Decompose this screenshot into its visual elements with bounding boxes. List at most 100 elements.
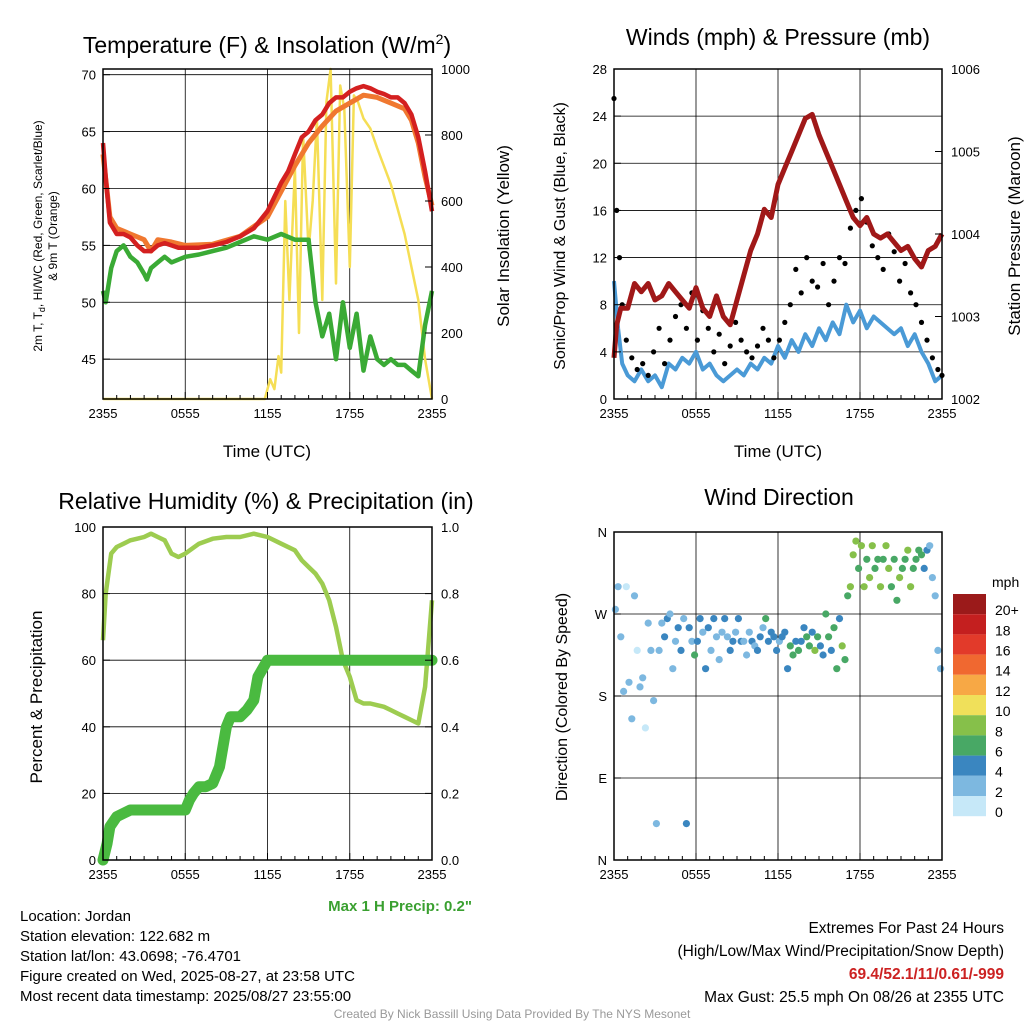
direction-point: [633, 646, 641, 655]
temperature-ytick-right-label: 600: [441, 194, 463, 209]
winds-gust-point: [913, 302, 919, 308]
winds-gust-point: [880, 266, 886, 272]
direction-point: [849, 551, 857, 559]
winds-xtick-label: 2355: [928, 406, 957, 421]
direction-title: Wind Direction: [704, 484, 854, 510]
winds-ylabel-right: Station Pressure (Maroon): [1005, 136, 1024, 335]
humidity-ytick-label: 100: [74, 520, 96, 535]
humidity-ytick-label: 0: [89, 853, 96, 868]
direction-xtick-label: 0555: [682, 867, 711, 882]
winds-gust-point: [705, 325, 711, 331]
winds-gust-point: [683, 325, 690, 331]
winds-gust-point: [804, 255, 810, 261]
extremes-heading: Extremes For Past 24 Hours: [808, 920, 1004, 937]
direction-point: [639, 674, 647, 682]
winds-gust-point: [858, 196, 865, 202]
humidity-ytick-right-label: 1.0: [441, 520, 459, 535]
direction-point: [827, 646, 835, 655]
winds-gust-point: [754, 343, 761, 349]
direction-point: [712, 633, 721, 641]
direction-ytick-label: N: [598, 525, 607, 540]
direction-point: [814, 633, 822, 641]
humidity-ytick-right-label: 0.6: [441, 653, 459, 668]
humidity-ytick-right-label: 0.2: [441, 786, 459, 801]
direction-point: [819, 651, 827, 659]
legend-swatch: [953, 796, 986, 817]
direction-point: [835, 615, 844, 623]
direction-point: [677, 646, 685, 655]
direction-ytick-label: E: [598, 771, 607, 786]
direction-point: [693, 637, 702, 645]
legend-swatch: [953, 674, 986, 695]
legend-swatch: [953, 594, 986, 615]
direction-point: [628, 715, 636, 723]
extremes-subheading: (High/Low/Max Wind/Precipitation/Snow De…: [677, 943, 1005, 960]
humidity-series-precip: [97, 654, 438, 866]
direction-point: [726, 646, 734, 655]
direction-point: [734, 615, 743, 623]
winds-gust-point: [727, 343, 733, 349]
humidity-xtick-label: 1755: [335, 867, 364, 882]
direction-point: [669, 665, 677, 673]
direction-point: [789, 651, 797, 659]
direction-point: [931, 592, 939, 600]
direction-point: [641, 724, 650, 732]
direction-point: [920, 564, 928, 573]
max-gust: Max Gust: 25.5 mph On 08/26 at 2355 UTC: [704, 989, 1004, 1006]
temperature-ytick-right-label: 800: [441, 128, 463, 143]
speed-legend: 20+ 18 16 14 12 10 8 6 4 2 0: [953, 594, 1019, 820]
temperature-ytick-label: 60: [82, 181, 96, 196]
direction-ylabel-left: Direction (Colored By Speed): [554, 593, 571, 801]
legend-label: 14: [995, 663, 1011, 679]
winds-ytick-label: 12: [593, 251, 607, 266]
winds-gust-point: [875, 255, 881, 261]
temperature-title: Temperature (F) & Insolation (W/m2): [83, 31, 451, 58]
direction-point: [770, 633, 778, 641]
direction-point: [721, 615, 729, 623]
legend-label: 0: [995, 804, 1003, 820]
direction-point: [759, 624, 767, 632]
winds-ytick-label: 16: [593, 203, 607, 218]
temperature-xtick-label: 2355: [418, 406, 447, 421]
max-precip-label: Max 1 H Precip: 0.2": [328, 898, 472, 915]
winds-gust-point: [831, 278, 837, 284]
direction-point: [710, 615, 718, 623]
temperature-ylabel-line2: & 9m T (Orange): [46, 191, 60, 281]
direction-point: [764, 637, 773, 645]
winds-gust-point: [836, 255, 843, 261]
winds-series-pressure: [611, 111, 945, 359]
temperature-ytick-right-label: 200: [441, 326, 463, 341]
legend-label: 16: [995, 643, 1011, 659]
extremes-values: 69.4/52.1/11/0.61/-999: [848, 966, 1004, 983]
winds-ytick-label: 20: [593, 156, 607, 171]
winds-gust-point: [908, 290, 914, 296]
direction-point: [852, 537, 860, 545]
direction-point: [699, 628, 707, 636]
humidity-xtick-label: 2355: [89, 867, 118, 882]
direction-point: [688, 637, 696, 645]
direction-point: [753, 646, 762, 655]
direction-point: [691, 651, 699, 659]
direction-ytick-label: S: [598, 689, 607, 704]
winds-gust-point: [651, 349, 657, 355]
humidity-xtick-label: 1155: [254, 867, 282, 882]
winds-xlabel: Time (UTC): [734, 442, 822, 461]
direction-point: [882, 542, 890, 550]
winds-xtick-label: 1155: [764, 406, 792, 421]
winds-gust-point: [623, 337, 629, 343]
direction-point: [756, 633, 764, 641]
winds-gust-point: [929, 355, 936, 361]
direction-point: [743, 651, 751, 659]
winds-gust-point: [640, 361, 646, 367]
direction-point: [896, 574, 904, 582]
temperature-series-dewpoint: [100, 231, 435, 379]
direction-point: [860, 583, 868, 591]
direction-point: [617, 633, 625, 641]
temperature-xtick-label: 0555: [171, 406, 200, 421]
legend-swatch: [953, 715, 986, 736]
legend-swatch: [953, 755, 986, 776]
temperature-series-insolation: [103, 67, 434, 401]
direction-point: [830, 624, 838, 632]
winds-xtick-label: 2355: [600, 406, 629, 421]
